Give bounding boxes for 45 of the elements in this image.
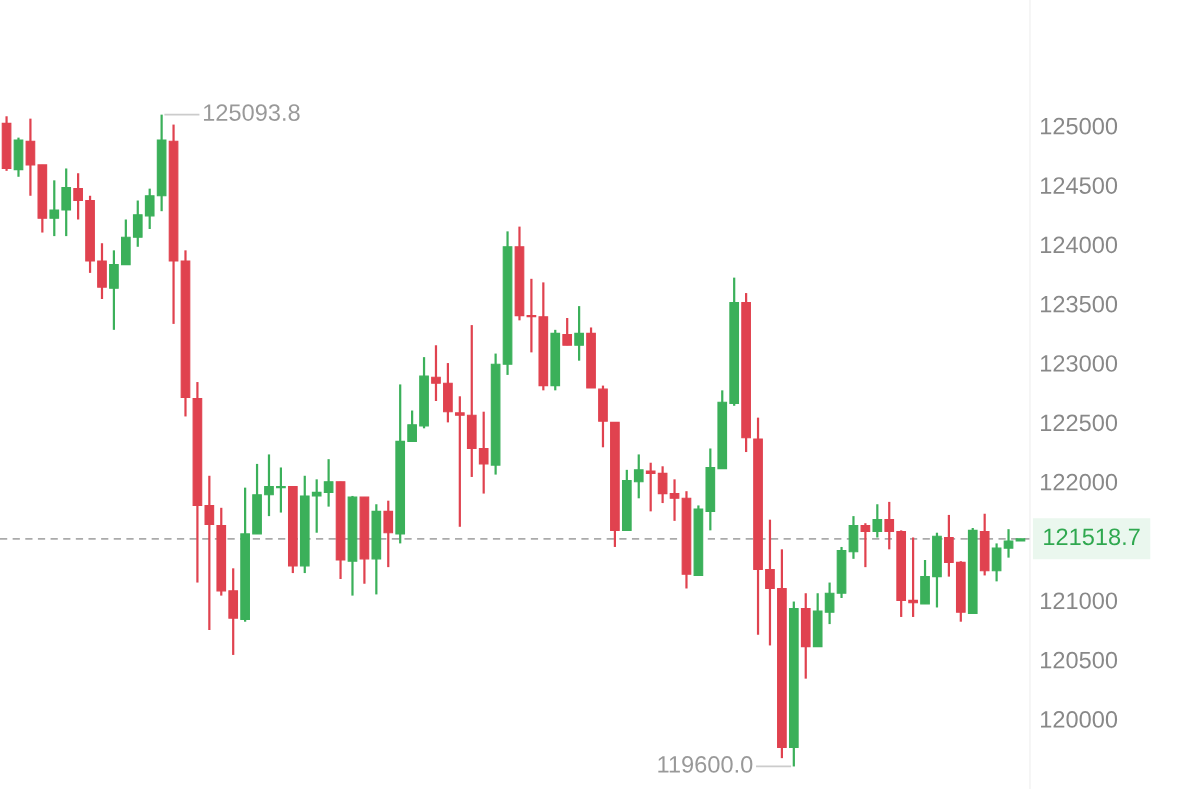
candlestick <box>645 461 656 513</box>
candlestick <box>765 518 775 647</box>
candlestick <box>73 172 83 221</box>
candlestick <box>657 465 668 505</box>
y-tick-label: 123000 <box>1041 355 1118 372</box>
candlestick <box>1003 528 1014 559</box>
y-tick-label: 124000 <box>1041 236 1118 254</box>
y-tick-label: 122000 <box>1041 473 1118 491</box>
candlestick <box>25 117 36 197</box>
y-tick-label: 122500 <box>1041 414 1118 432</box>
candlestick <box>132 199 143 248</box>
y-tick-label: 124500 <box>1041 177 1118 194</box>
candlestick <box>633 453 644 500</box>
candlestick <box>407 409 417 443</box>
candlestick <box>991 542 1002 583</box>
candlestick <box>144 187 155 231</box>
candlestick <box>49 179 60 238</box>
y-tick-label: 121000 <box>1041 592 1118 610</box>
candlestick <box>884 500 895 551</box>
candlestick <box>824 581 835 626</box>
candlestick <box>204 474 215 632</box>
candlestick <box>61 167 72 238</box>
ref-line-label: 121518.7 <box>1044 528 1140 546</box>
candlestick <box>526 277 537 354</box>
candlestick <box>431 344 441 403</box>
candlestick <box>908 536 918 619</box>
candlestick <box>669 478 680 522</box>
candlestick <box>383 499 394 569</box>
annotation: 125093.8 <box>203 104 300 121</box>
candlestick <box>872 503 883 539</box>
candlestick <box>323 458 334 508</box>
candlestick <box>860 522 871 569</box>
candlestick <box>311 478 322 534</box>
candlestick <box>454 395 465 528</box>
y-tick-label: 125000 <box>1041 117 1118 135</box>
candlestick <box>264 453 274 518</box>
candlestick <box>574 305 584 362</box>
candlestick <box>276 466 286 514</box>
y-tick-label: 123500 <box>1041 295 1118 313</box>
candlestick <box>478 410 489 495</box>
y-tick-label: 120000 <box>1041 711 1118 728</box>
candlestick <box>109 249 119 331</box>
annotation: 119600.0 <box>658 756 753 773</box>
y-tick-label: 120500 <box>1041 651 1118 669</box>
candlestick <box>562 316 573 347</box>
